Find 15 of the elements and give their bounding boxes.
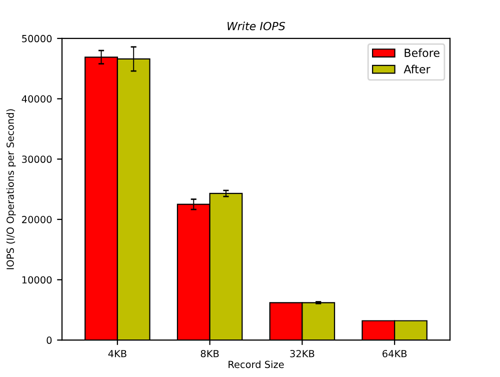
y-tick-label: 50000 <box>22 34 52 42</box>
chart-title: Write IOPS <box>228 22 286 30</box>
x-tick-label: 64KB <box>382 350 407 358</box>
y-tick-label: 20000 <box>22 216 52 224</box>
y-tick-label: 0 <box>46 336 52 344</box>
x-tick-label: 4KB <box>108 350 126 358</box>
x-axis-title: Record Size <box>228 360 284 368</box>
legend-label: Before <box>404 48 440 58</box>
x-tick-label: 32KB <box>290 350 314 358</box>
legend-label: After <box>404 64 430 74</box>
y-axis-title: IOPS (I/O Operations per Second) <box>6 109 16 270</box>
y-tick-label: 10000 <box>22 276 52 284</box>
y-tick-label: 40000 <box>22 95 52 103</box>
x-tick-label: 8KB <box>200 350 219 358</box>
y-tick-label: 30000 <box>22 156 52 163</box>
